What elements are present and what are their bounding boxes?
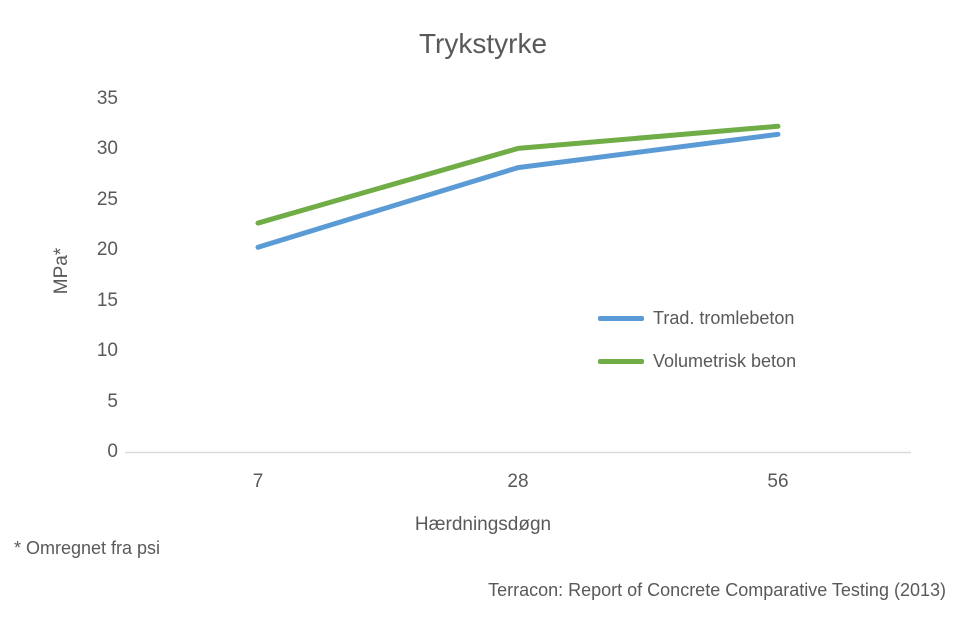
legend-label: Volumetrisk beton xyxy=(653,350,797,371)
y-tick-label: 20 xyxy=(96,239,118,261)
legend-item-0: Trad. tromlebeton xyxy=(598,306,796,330)
x-tick-label: 7 xyxy=(252,471,264,492)
y-tick-label: 35 xyxy=(96,88,118,109)
source-citation: Terracon: Report of Concrete Comparative… xyxy=(488,580,946,600)
legend-label: Trad. tromlebeton xyxy=(653,307,795,328)
y-tick-label: 15 xyxy=(96,289,118,311)
y-tick-label: 0 xyxy=(107,441,118,462)
legend: Trad. tromlebeton Volumetrisk beton xyxy=(598,306,796,392)
legend-item-1: Volumetrisk beton xyxy=(598,349,796,373)
footnote: * Omregnet fra psi xyxy=(14,538,161,558)
x-tick-label: 28 xyxy=(507,471,529,492)
legend-swatch-icon xyxy=(598,358,644,364)
series-line-0 xyxy=(255,131,781,250)
x-axis-label: Hærdningsdøgn xyxy=(414,514,552,535)
chart-title: Trykstyrke xyxy=(418,28,548,59)
y-tick-label: 30 xyxy=(96,138,118,160)
series-line-1 xyxy=(255,123,781,226)
x-tick-label: 56 xyxy=(767,471,789,492)
y-tick-label: 25 xyxy=(96,188,118,210)
legend-swatch-icon xyxy=(598,315,644,321)
y-tick-label: 5 xyxy=(107,390,118,412)
y-tick-label: 10 xyxy=(96,340,118,362)
